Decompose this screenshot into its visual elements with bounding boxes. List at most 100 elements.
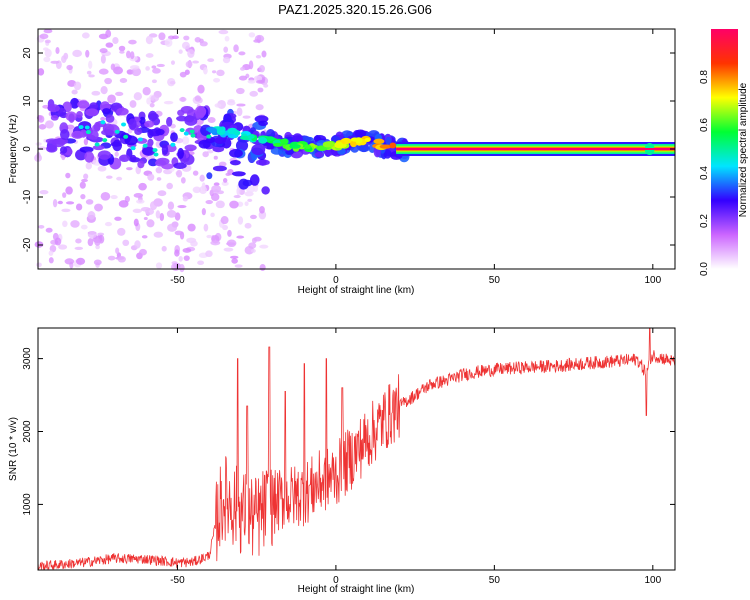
noise-speckle	[136, 199, 145, 204]
noise-speckle	[156, 63, 165, 68]
spectral-blob	[116, 107, 129, 116]
ridge-highlight	[121, 122, 127, 127]
spectral-blob	[59, 112, 68, 119]
noise-speckle	[240, 66, 246, 71]
noise-speckle	[37, 68, 45, 76]
y-tick-label: -20	[22, 237, 33, 252]
noise-speckle	[43, 56, 51, 63]
noise-speckle	[65, 172, 71, 179]
noise-speckle	[58, 244, 68, 250]
colorbar-tick-label: 0.0	[699, 262, 710, 276]
y-tick-label: 2000	[22, 420, 33, 443]
noise-speckle	[87, 211, 96, 220]
noise-speckle	[192, 60, 200, 64]
noise-speckle	[117, 255, 126, 263]
spectral-blob	[119, 154, 130, 163]
spectral-blob	[177, 109, 185, 117]
noise-speckle	[146, 219, 155, 228]
snr-series	[38, 328, 675, 570]
noise-speckle	[206, 150, 214, 154]
noise-speckle	[187, 49, 195, 58]
noise-speckle	[55, 47, 60, 54]
colorbar-gradient	[711, 29, 738, 269]
noise-speckle	[38, 124, 47, 130]
spectral-blob	[134, 128, 143, 136]
noise-speckle	[226, 100, 236, 106]
noise-speckle	[80, 224, 88, 230]
ridge-highlight	[280, 138, 288, 144]
noise-speckle	[99, 48, 108, 54]
spectral-blob	[69, 97, 80, 109]
noise-speckle	[81, 32, 90, 39]
noise-speckle	[97, 165, 107, 172]
noise-speckle	[164, 38, 173, 47]
noise-speckle	[50, 60, 60, 64]
noise-speckle	[147, 173, 155, 181]
ridge-highlight	[350, 140, 358, 148]
noise-speckle	[115, 247, 120, 255]
noise-speckle	[182, 196, 188, 202]
noise-speckle	[44, 39, 51, 44]
noise-speckle	[100, 54, 106, 64]
noise-speckle	[213, 182, 220, 186]
noise-speckle	[155, 262, 163, 269]
noise-speckle	[100, 116, 106, 121]
spectral-blob	[358, 145, 370, 152]
noise-speckle	[215, 200, 225, 209]
noise-speckle	[75, 257, 86, 265]
noise-speckle	[72, 49, 83, 58]
noise-speckle	[142, 86, 151, 96]
noise-speckle	[259, 264, 266, 271]
spectral-blob	[161, 144, 169, 156]
noise-speckle	[167, 223, 178, 232]
ridge-highlight	[206, 134, 212, 139]
noise-speckle	[236, 187, 241, 196]
spectral-blob	[84, 151, 95, 163]
x-tick-label: 100	[644, 575, 661, 586]
noise-speckle	[151, 65, 157, 69]
x-tick-label: -50	[170, 275, 185, 286]
noise-speckle	[118, 45, 126, 52]
spectral-blob	[231, 171, 246, 177]
ridge-highlight	[85, 130, 91, 135]
noise-speckle	[95, 244, 100, 250]
ridge-highlight	[273, 142, 284, 147]
noise-speckle	[88, 74, 95, 78]
noise-speckle	[57, 200, 64, 205]
spectral-blob	[251, 143, 266, 156]
x-tick-label: 0	[333, 275, 339, 286]
noise-speckle	[87, 238, 94, 247]
noise-speckle	[61, 208, 71, 213]
noise-speckle	[247, 198, 253, 202]
noise-speckle	[85, 162, 92, 170]
spectral-blob	[206, 172, 213, 180]
spectral-blob	[102, 108, 111, 115]
ridge-highlight	[183, 131, 189, 136]
spectral-blob	[142, 146, 156, 156]
y-tick-label: -10	[22, 189, 33, 204]
noise-speckle	[83, 138, 89, 146]
noise-speckle	[112, 37, 119, 45]
ridge-highlight	[102, 138, 108, 143]
noise-speckle	[86, 70, 92, 75]
noise-speckle	[105, 42, 114, 48]
noise-speckle	[199, 41, 208, 47]
noise-speckle	[255, 104, 264, 111]
noise-speckle	[158, 32, 166, 41]
noise-speckle	[213, 77, 221, 83]
noise-speckle	[263, 83, 269, 88]
ridge-highlight	[189, 129, 195, 134]
spectral-blob	[124, 135, 138, 146]
noise-speckle	[79, 181, 86, 189]
noise-speckle	[221, 181, 229, 186]
ridge-highlight	[179, 128, 185, 133]
noise-speckle	[98, 68, 109, 75]
noise-speckle	[149, 102, 155, 108]
ridge-highlight	[373, 138, 385, 144]
snr-line	[38, 328, 675, 570]
noise-speckle	[247, 79, 256, 84]
noise-speckle	[145, 35, 153, 45]
noise-speckle	[179, 97, 187, 102]
spectral-blob	[68, 113, 75, 123]
spectral-blob	[184, 144, 197, 152]
